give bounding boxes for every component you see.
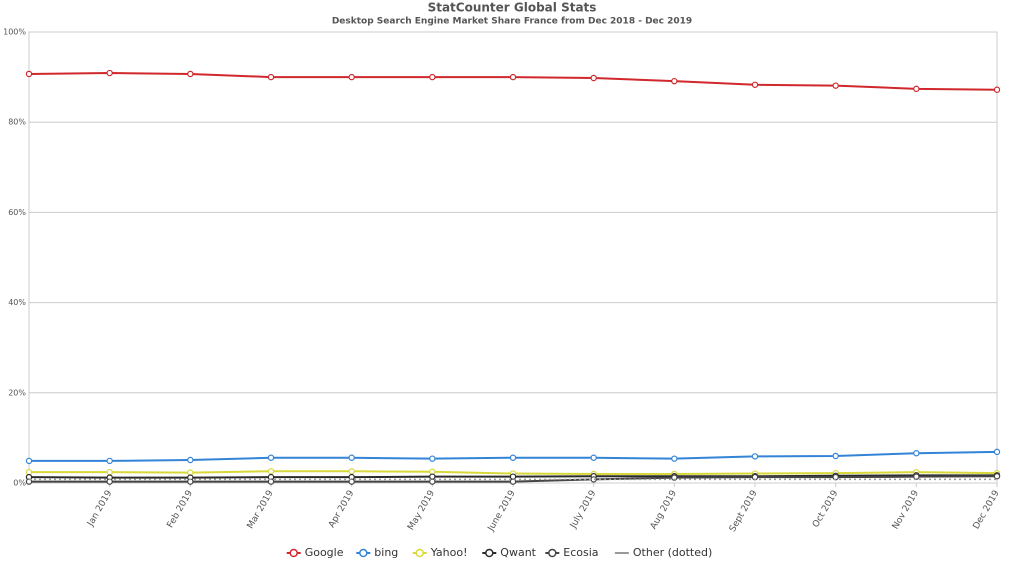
legend-item[interactable]: Ecosia	[545, 546, 599, 559]
x-tick-label: July 2019	[568, 489, 598, 531]
legend-marker	[289, 548, 298, 558]
y-tick-label: 60%	[8, 208, 26, 217]
data-point	[509, 478, 517, 485]
data-point	[25, 70, 33, 78]
legend-label: Other (dotted)	[633, 546, 712, 559]
y-tick-label: 40%	[8, 298, 26, 307]
data-point	[913, 473, 920, 480]
legend-label: Ecosia	[563, 546, 598, 559]
data-point	[913, 450, 920, 457]
data-point	[509, 73, 517, 81]
x-tick-label: Feb 2019	[166, 489, 196, 530]
legend-label: bing	[374, 546, 398, 559]
data-point	[429, 478, 436, 485]
data-point	[590, 476, 597, 483]
data-point	[751, 453, 759, 460]
x-tick-label: Nov 2019	[891, 489, 921, 532]
chart-title: StatCounter Global Stats	[428, 1, 597, 15]
data-point	[993, 86, 1001, 93]
data-point	[348, 468, 355, 475]
data-point	[751, 81, 759, 88]
data-point	[348, 478, 355, 485]
legend-marker	[359, 548, 368, 558]
legend-item[interactable]: Other (dotted)	[614, 546, 712, 559]
legend-item[interactable]: bing	[356, 546, 398, 559]
data-point	[187, 70, 194, 78]
data-point	[509, 454, 517, 461]
data-point	[429, 73, 436, 81]
data-point	[348, 73, 355, 81]
legend-item[interactable]: Yahoo!	[412, 546, 468, 559]
data-point	[106, 468, 113, 476]
data-point	[348, 454, 355, 461]
plot-border	[28, 31, 998, 484]
data-point	[267, 454, 275, 461]
data-point	[429, 455, 436, 462]
data-point	[106, 457, 113, 465]
legend-label: Google	[305, 546, 344, 559]
legend-marker	[415, 548, 424, 558]
legend-marker	[485, 548, 494, 558]
data-point	[106, 69, 113, 77]
data-point	[993, 448, 1001, 456]
data-point	[267, 73, 275, 81]
data-point	[590, 454, 597, 461]
y-tick-label: 80%	[8, 118, 26, 127]
legend-item[interactable]: Qwant	[482, 546, 537, 559]
data-point	[993, 473, 1001, 480]
data-point	[25, 457, 33, 465]
x-tick-label: June 2019	[486, 489, 518, 534]
data-point	[832, 452, 839, 460]
legend-item[interactable]: Google	[286, 546, 344, 559]
x-tick-label: Apr 2019	[327, 489, 356, 530]
data-point	[267, 468, 275, 475]
y-tick-label: 100%	[3, 28, 26, 37]
data-point	[671, 455, 678, 462]
data-point	[913, 85, 920, 93]
legend-label: Qwant	[500, 546, 536, 559]
x-tick-label: Jan 2019	[85, 489, 114, 529]
legend-label: Yahoo!	[430, 546, 468, 559]
y-tick-label: 20%	[8, 388, 26, 397]
y-tick-label: 0%	[13, 479, 26, 488]
x-tick-label: Mar 2019	[246, 489, 276, 531]
legend: Google bing Yahoo! Qwant Ecosia Other (dotted…	[286, 546, 712, 559]
data-point	[187, 456, 194, 464]
x-tick-label: Oct 2019	[811, 489, 840, 530]
x-tick-label: Sept 2019	[728, 489, 760, 534]
data-point	[832, 82, 839, 89]
data-point	[590, 74, 597, 82]
x-tick-label: Dec 2019	[972, 489, 1002, 532]
x-tick-label: Aug 2019	[649, 489, 679, 532]
legend-marker	[548, 548, 557, 558]
data-point	[671, 77, 678, 85]
x-tick-label: May 2019	[406, 489, 437, 533]
chart-subtitle: Desktop Search Engine Market Share Franc…	[332, 17, 692, 27]
